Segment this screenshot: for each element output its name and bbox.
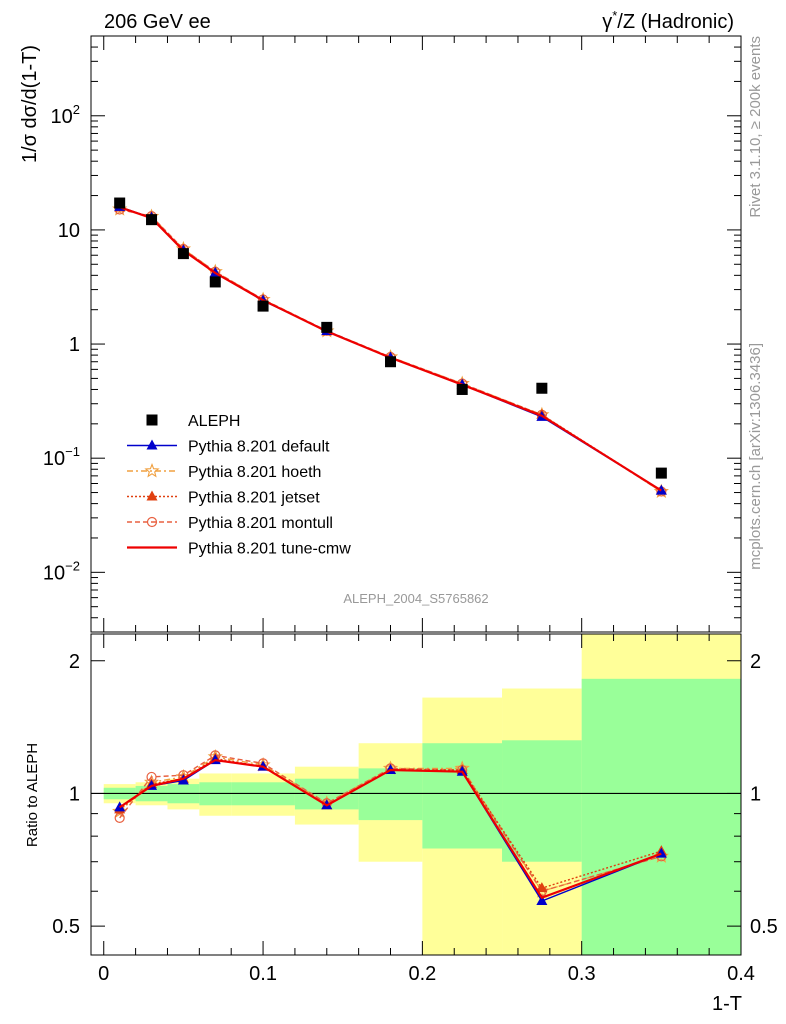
legend-marker-hoeth [144,462,160,478]
main-point-aleph [257,300,269,312]
main-point-aleph [655,467,667,479]
ratio-y-tick-label-right: 0.5 [750,916,778,938]
main-point-aleph [146,214,158,226]
x-tick-label: 0.3 [568,963,596,985]
main-point-aleph [209,276,221,288]
main-y-tick-label: 10−2 [43,558,80,584]
ratio-y-tick-label-right: 2 [750,651,761,673]
main-frame [90,35,742,633]
ratio-line-montull [119,754,662,893]
ratio-y-axis-label: Ratio to ALEPH [24,743,41,847]
ratio-y-tick-label-left: 0.5 [52,916,80,938]
main-point-aleph [177,248,189,260]
ratio-panel: 0.5 0.5 1 1 2 2 0 0.1 0.2 0.3 0.4 [52,633,778,985]
legend-label-jetset: Pythia 8.201 jetset [188,490,320,507]
legend-label-default: Pythia 8.201 default [188,439,330,456]
main-y-tick-label: 10 [58,220,80,242]
ratio-y-tick-label-left: 2 [69,651,80,673]
main-y-tick-label: 1 [69,334,80,356]
x-tick-label: 0.4 [727,963,755,985]
ratio-y-tick-label-right: 1 [750,783,761,805]
main-point-aleph [321,321,333,333]
ratio-band-inner [581,678,741,955]
legend-marker-default [146,439,158,450]
main-point-aleph [385,356,397,368]
legend-marker-data [146,414,158,426]
ratio-point-default [536,895,548,906]
ratio-point-jetset [536,882,548,893]
main-point-aleph [536,382,548,394]
main-y-axis-label: 1/σ dσ/d(1-T) [19,45,41,163]
header-left: 206 GeV ee [104,11,211,33]
ratio-frame [90,633,742,956]
main-y-tick-label: 10−1 [43,444,80,470]
legend: ALEPH Pythia 8.201 default Pythia 8.201 ho… [127,413,351,558]
x-axis-label: 1-T [712,993,742,1015]
legend-label-tune-cmw: Pythia 8.201 tune-cmw [188,541,351,558]
legend-marker-jetset [146,490,158,501]
ratio-point-montull [114,812,125,824]
ratio-line-hoeth [119,756,662,893]
ratio-band-inner [502,740,582,862]
rivet-side-text: Rivet 3.1.10, ≥ 200k events [747,36,764,218]
ratio-band-inner [358,768,423,821]
ratio-line-tune-cmw [119,758,662,900]
main-line-tune-cmw [119,206,662,492]
legend-label-data: ALEPH [188,413,240,430]
x-tick-label: 0.1 [249,963,277,985]
ratio-band-inner [422,743,503,849]
main-point-aleph [114,197,126,209]
x-tick-label: 0 [98,963,109,985]
legend-label-montull: Pythia 8.201 montull [188,515,333,532]
legend-marker-montull [146,516,158,528]
legend-label-hoeth: Pythia 8.201 hoeth [188,464,321,481]
ratio-y-tick-label-left: 1 [69,783,80,805]
main-point-aleph [456,383,468,395]
analysis-id: ALEPH_2004_S5765862 [343,591,488,606]
main-panel: 10−2 10−1 1 10 102 [43,35,742,633]
header-right: γ*/Z (Hadronic) [602,8,734,33]
mcplots-side-text: mcplots.cern.ch [arXiv:1306.3436] [747,343,764,570]
ratio-point-hoeth [112,803,128,819]
main-y-tick-label: 102 [51,102,80,128]
x-tick-label: 0.2 [408,963,436,985]
